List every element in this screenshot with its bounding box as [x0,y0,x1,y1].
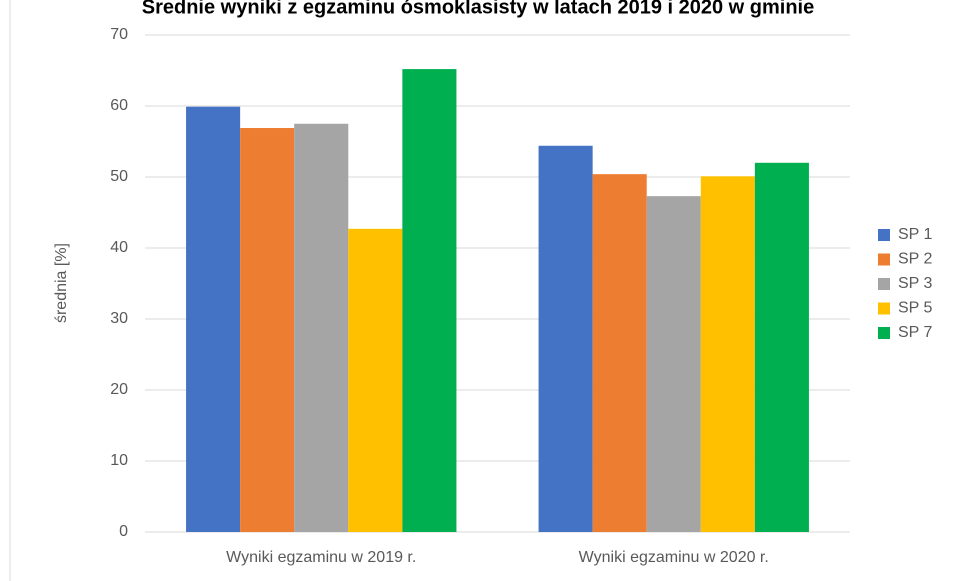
bar [294,123,349,532]
legend-swatch [878,302,890,315]
bar [402,69,457,532]
legend-swatch [878,278,890,290]
legend-swatch [878,327,890,339]
y-tick-label: 0 [119,523,128,540]
bar [754,162,809,533]
bar [538,145,593,532]
bar [186,106,241,533]
y-tick-label: 10 [110,452,128,469]
y-tick-label: 70 [110,26,128,43]
legend-label: SP 2 [898,251,933,268]
x-tick-label: Wyniki egzaminu w 2020 r. [579,549,769,566]
chart-title: Średnie wyniki z egzaminu ósmoklasisty w… [142,0,815,18]
legend-swatch [878,253,890,266]
bar [348,228,403,532]
y-tick-label: 60 [110,97,128,114]
legend-label: SP 3 [898,275,933,292]
bar [700,176,755,533]
legend-label: SP 7 [898,324,933,341]
bar [592,174,647,532]
y-tick-label: 20 [110,381,128,398]
bar [240,128,295,532]
y-axis-label: średnia [%] [53,243,70,323]
chart-frame [9,0,11,581]
y-tick-label: 40 [110,239,128,256]
legend-label: SP 1 [898,226,933,243]
y-tick-label: 30 [110,310,128,327]
legend-swatch [878,229,890,241]
y-tick-label: 50 [110,168,128,185]
x-tick-label: Wyniki egzaminu w 2019 r. [226,549,416,566]
legend-label: SP 5 [898,300,933,317]
bar [646,196,701,533]
